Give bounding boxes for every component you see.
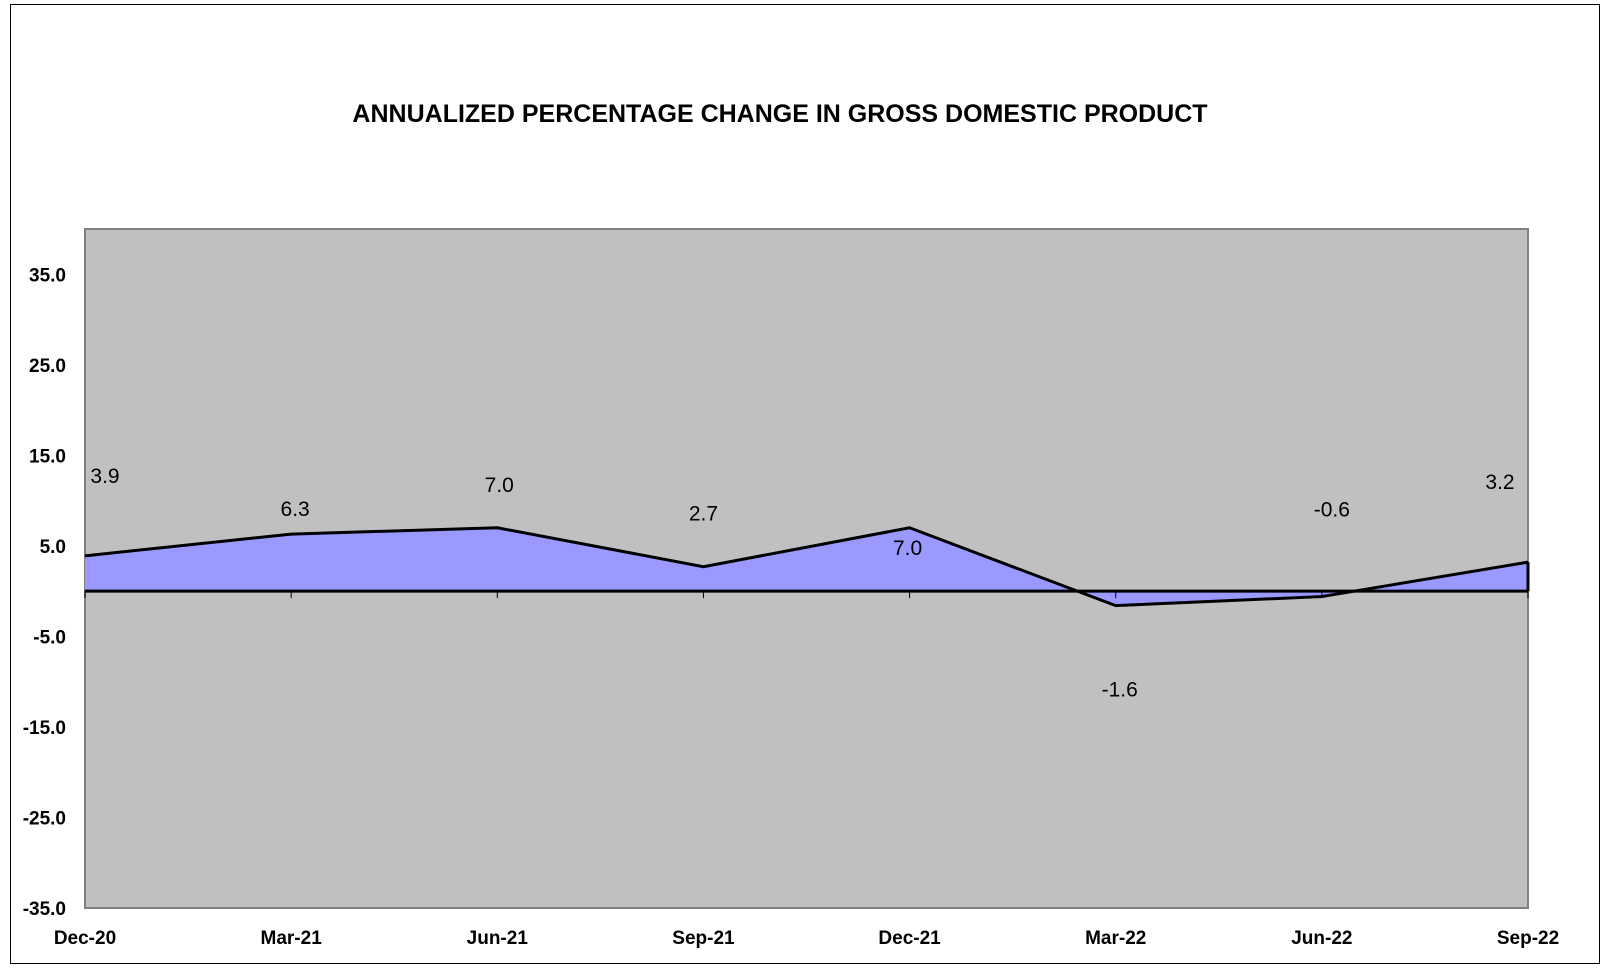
x-tick-marks [84,591,1529,599]
y-tick-labels: 35.0 25.0 15.0 5.0 -5.0 -15.0 -25.0 -35.0 [23,265,66,920]
y-tick-label: -25.0 [23,808,66,829]
series-line [84,526,1529,608]
y-tick-label: -15.0 [23,718,66,739]
data-label: 7.0 [485,474,514,497]
y-tick-label: -5.0 [33,627,66,648]
data-label: -1.6 [1102,679,1138,702]
x-tick-label: Dec-20 [54,928,116,949]
x-tick-label: Mar-22 [1085,928,1146,949]
chart-title: ANNUALIZED PERCENTAGE CHANGE IN GROSS DO… [352,100,1208,128]
x-tick-label: Jun-21 [467,928,529,949]
x-tick-label: Sep-21 [672,928,735,949]
x-tick-label: Jun-22 [1291,928,1352,949]
y-tick-label: 5.0 [40,537,66,558]
area-fill [85,527,1528,606]
data-label: 3.9 [90,465,119,488]
y-tick-label: 25.0 [29,356,66,377]
data-label: 2.7 [689,503,718,526]
data-label: 3.2 [1485,471,1514,494]
x-tick-label: Mar-21 [261,928,323,949]
y-tick-label: -35.0 [23,899,66,920]
data-labels: 3.9 6.3 7.0 2.7 7.0 -1.6 -0.6 3.2 [90,465,1514,702]
x-tick-labels: Dec-20 Mar-21 Jun-21 Sep-21 Dec-21 Mar-22 Jun-… [54,928,1559,949]
x-tick-label: Dec-21 [878,928,941,949]
x-tick-label: Sep-22 [1497,928,1559,949]
data-label: -0.6 [1314,499,1350,522]
y-tick-label: 35.0 [29,265,66,286]
data-label: 6.3 [281,498,310,521]
data-label: 7.0 [893,537,922,560]
y-tick-label: 15.0 [29,446,66,467]
